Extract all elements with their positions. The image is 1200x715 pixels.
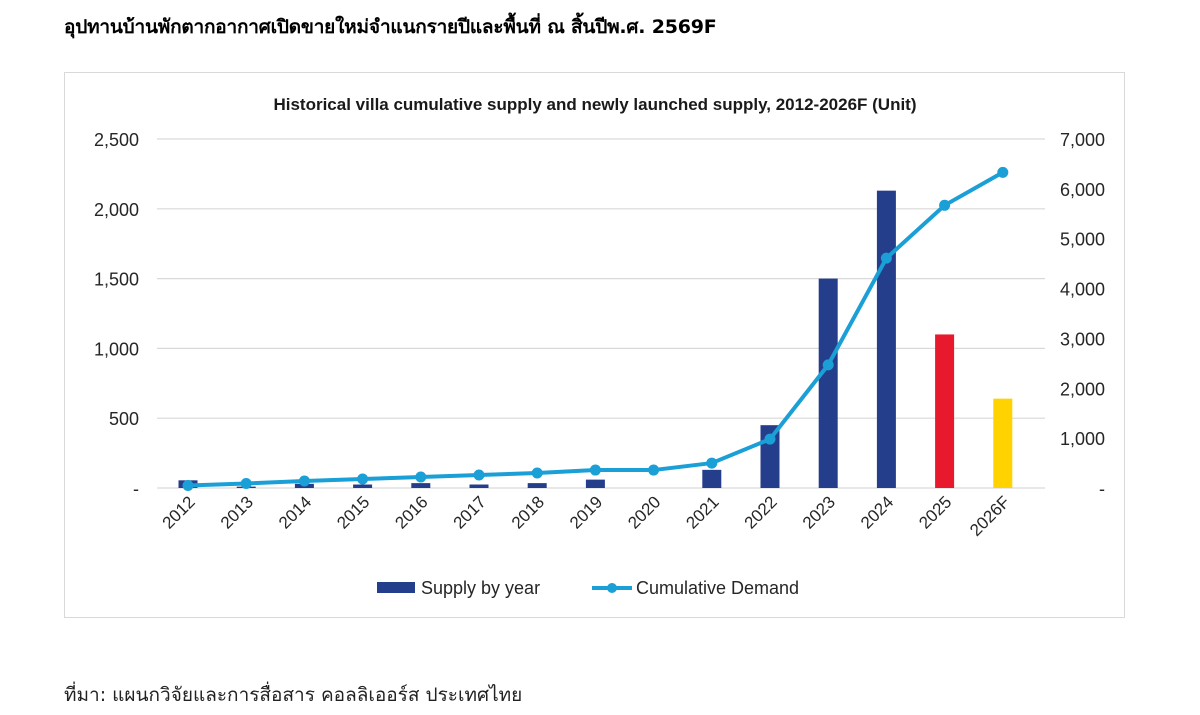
left-tick-label: 500 <box>109 409 139 429</box>
line-marker-2012 <box>182 480 194 492</box>
line-marker-2019 <box>589 464 601 476</box>
bar-2016 <box>411 483 431 488</box>
left-axis-ticks: - 500 1,000 1,500 2,000 2,500 <box>94 130 139 499</box>
x-tick-label: 2018 <box>508 492 548 532</box>
x-tick-label: 2013 <box>217 492 257 532</box>
x-tick-label: 2019 <box>566 492 606 532</box>
line-marker-2013 <box>240 478 252 490</box>
bar-2025 <box>935 334 955 488</box>
line-marker-2016 <box>415 471 427 483</box>
right-tick-label: 1,000 <box>1060 429 1105 449</box>
right-axis-ticks: - 1,000 2,000 3,000 4,000 5,000 6,000 7,000 <box>1060 130 1105 499</box>
line-marker-2022 <box>764 433 776 445</box>
legend-label-cumulative: Cumulative Demand <box>636 578 799 598</box>
source-note: ที่มา: แผนกวิจัยและการสื่อสาร คอลลิเออร์… <box>64 684 523 706</box>
line-marker-2023 <box>822 359 834 371</box>
line-marker-2024 <box>880 252 892 264</box>
gridlines <box>157 138 1045 489</box>
line-marker-2014 <box>298 475 310 487</box>
left-tick-label: 2,000 <box>94 200 139 220</box>
bar-2023 <box>818 278 838 488</box>
right-tick-label: 3,000 <box>1060 329 1105 349</box>
x-tick-label: 2023 <box>799 492 839 532</box>
x-tick-label: 2021 <box>682 492 722 532</box>
right-tick-label: 6,000 <box>1060 180 1105 200</box>
left-tick-label: 1,500 <box>94 270 139 290</box>
x-tick-label: 2014 <box>275 492 315 532</box>
bar-2017 <box>469 484 489 488</box>
right-tick-label: 4,000 <box>1060 280 1105 300</box>
left-tick-label: - <box>133 479 139 499</box>
x-tick-label: 2015 <box>333 492 373 532</box>
line-marker-2025 <box>939 199 951 211</box>
x-tick-label: 2024 <box>857 492 897 532</box>
chart-container: Historical villa cumulative supply and n… <box>64 72 1125 618</box>
bar-2015 <box>353 484 373 488</box>
bar-2019 <box>585 479 605 488</box>
x-tick-label: 2016 <box>391 492 431 532</box>
cumulative-demand-line <box>182 166 1009 492</box>
line-marker-2020 <box>648 464 660 476</box>
x-tick-label: 2017 <box>450 492 490 532</box>
bar-2026F <box>993 398 1013 488</box>
line-marker-2026F <box>997 166 1009 178</box>
x-tick-label: 2020 <box>624 492 664 532</box>
supply-bars <box>178 190 1013 488</box>
line-marker-2015 <box>357 473 369 485</box>
bar-2024 <box>876 190 896 488</box>
left-tick-label: 1,000 <box>94 339 139 359</box>
legend-swatch-supply <box>377 582 415 593</box>
right-tick-label: 7,000 <box>1060 130 1105 150</box>
line-marker-2017 <box>473 469 485 481</box>
legend-marker-icon <box>607 583 617 593</box>
right-tick-label: 5,000 <box>1060 230 1105 250</box>
legend-label-supply: Supply by year <box>421 578 540 598</box>
line-marker-2021 <box>706 457 718 469</box>
x-tick-label: 2022 <box>741 492 781 532</box>
bar-2021 <box>702 469 722 488</box>
x-tick-label: 2012 <box>159 492 199 532</box>
bar-2018 <box>527 483 547 488</box>
x-axis-labels: 2012 2013 2014 2015 2016 2017 2018 2019 2020 2021… <box>159 492 1014 540</box>
x-tick-label: 2026F <box>966 492 1014 540</box>
page-title: อุปทานบ้านพักตากอากาศเปิดขายใหม่จำแนกราย… <box>64 16 717 38</box>
legend: Supply by year Cumulative Demand <box>377 578 799 598</box>
line-marker-2018 <box>531 467 543 479</box>
left-tick-label: 2,500 <box>94 130 139 150</box>
right-tick-label: 2,000 <box>1060 379 1105 399</box>
chart-svg: Historical villa cumulative supply and n… <box>94 95 1105 598</box>
x-tick-label: 2025 <box>915 492 955 532</box>
chart-title: Historical villa cumulative supply and n… <box>273 95 916 114</box>
right-tick-label: - <box>1099 479 1105 499</box>
